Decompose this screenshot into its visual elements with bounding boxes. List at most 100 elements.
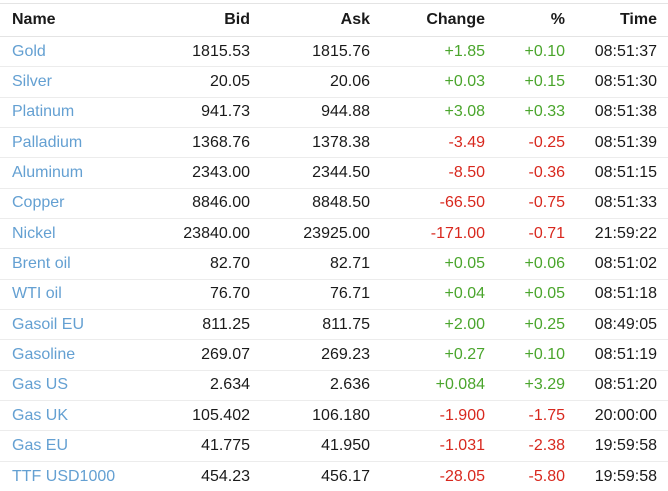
column-header-ask: Ask (261, 3, 381, 37)
quote-time: 08:51:02 (576, 248, 668, 280)
change-value: +0.05 (381, 248, 496, 280)
header-row: Name Bid Ask Change % Time (0, 3, 668, 37)
instrument-name-link[interactable]: Aluminum (0, 157, 130, 189)
ask-value: 106.180 (261, 399, 381, 431)
ask-value: 23925.00 (261, 217, 381, 249)
bid-value: 105.402 (130, 399, 261, 431)
instrument-name-link[interactable]: Gas US (0, 369, 130, 401)
quote-time: 08:51:19 (576, 339, 668, 371)
quote-time: 08:51:38 (576, 96, 668, 128)
ask-value: 1815.76 (312, 42, 370, 60)
change-value: -8.50 (381, 157, 496, 189)
table-row[interactable]: WTI oil 76.70 76.71 +0.04 +0.05 08:51:18 (0, 278, 668, 310)
percent-change-value: +0.25 (496, 308, 576, 340)
change-value: -66.50 (381, 187, 496, 219)
table-row[interactable]: Gold 1815.53 1815.76 +1.85 +0.10 08:51:3… (0, 37, 668, 67)
instrument-name-link[interactable]: Gold (12, 42, 46, 60)
instrument-name-link[interactable]: Gasoil EU (0, 308, 130, 340)
bid-value: 811.25 (130, 308, 261, 340)
instrument-name-link[interactable]: Copper (0, 187, 130, 219)
change-value: +0.03 (381, 66, 496, 98)
quotes-table-body: Gold 1815.53 1815.76 +1.85 +0.10 08:51:3… (0, 37, 668, 491)
percent-change-value: +3.29 (496, 369, 576, 401)
quote-time: 08:51:15 (576, 157, 668, 189)
instrument-name-link[interactable]: Silver (0, 66, 130, 98)
table-row[interactable]: Silver 20.05 20.06 +0.03 +0.15 08:51:30 (0, 66, 668, 98)
table-row[interactable]: Gas UK 105.402 106.180 -1.900 -1.75 20:0… (0, 399, 668, 431)
instrument-name-link[interactable]: WTI oil (0, 278, 130, 310)
ask-value: 76.71 (261, 278, 381, 310)
percent-change-value: +0.10 (496, 339, 576, 371)
quote-time: 19:59:58 (576, 430, 668, 462)
change-value: +3.08 (381, 96, 496, 128)
column-header-name: Name (0, 3, 130, 37)
commodities-quotes-widget: Name Bid Ask Change % Time Gold 1815.53 … (0, 3, 668, 491)
instrument-name-link[interactable]: Gasoline (0, 339, 130, 371)
instrument-name-link[interactable]: Palladium (0, 126, 130, 158)
column-header-pct: % (496, 3, 576, 37)
instrument-name-link[interactable]: Nickel (0, 217, 130, 249)
quote-time: 08:51:18 (576, 278, 668, 310)
bid-value: 2.634 (130, 369, 261, 401)
percent-change-value: -2.38 (496, 430, 576, 462)
instrument-name-link[interactable]: Gas UK (0, 399, 130, 431)
ask-value: 1378.38 (261, 126, 381, 158)
quote-time: 19:59:58 (576, 460, 668, 491)
percent-change-value: -0.71 (496, 217, 576, 249)
quote-time: 20:00:00 (576, 399, 668, 431)
ask-value: 2344.50 (261, 157, 381, 189)
quote-time: 08:51:30 (576, 66, 668, 98)
quote-time: 08:51:33 (576, 187, 668, 219)
table-row[interactable]: Aluminum 2343.00 2344.50 -8.50 -0.36 08:… (0, 157, 668, 189)
change-value: +2.00 (381, 308, 496, 340)
percent-change-value: -0.36 (496, 157, 576, 189)
table-row[interactable]: Palladium 1368.76 1378.38 -3.49 -0.25 08… (0, 126, 668, 158)
quote-time: 08:51:37 (594, 42, 657, 60)
table-row[interactable]: Gasoline 269.07 269.23 +0.27 +0.10 08:51… (0, 339, 668, 371)
bid-value: 941.73 (130, 96, 261, 128)
change-value: +0.04 (381, 278, 496, 310)
instrument-name-link[interactable]: Platinum (0, 96, 130, 128)
column-header-time: Time (576, 3, 668, 37)
ask-value: 82.71 (261, 248, 381, 280)
percent-change-value: -5.80 (496, 460, 576, 491)
bid-value: 8846.00 (130, 187, 261, 219)
percent-change-value: +0.06 (496, 248, 576, 280)
ask-value: 41.950 (261, 430, 381, 462)
ask-value: 944.88 (261, 96, 381, 128)
change-value: -1.031 (381, 430, 496, 462)
percent-change-value: -0.75 (496, 187, 576, 219)
ask-value: 20.06 (261, 66, 381, 98)
ask-value: 811.75 (261, 308, 381, 340)
table-row[interactable]: Gasoil EU 811.25 811.75 +2.00 +0.25 08:4… (0, 308, 668, 340)
quote-time: 21:59:22 (576, 217, 668, 249)
table-row[interactable]: Gas EU 41.775 41.950 -1.031 -2.38 19:59:… (0, 430, 668, 462)
instrument-name-link[interactable]: Gas EU (0, 430, 130, 462)
instrument-name-link[interactable]: Brent oil (0, 248, 130, 280)
quotes-table: Name Bid Ask Change % Time Gold 1815.53 … (0, 3, 668, 491)
percent-change-value: +0.05 (496, 278, 576, 310)
column-header-change: Change (381, 3, 496, 37)
table-row[interactable]: Gas US 2.634 2.636 +0.084 +3.29 08:51:20 (0, 369, 668, 401)
table-row[interactable]: Copper 8846.00 8848.50 -66.50 -0.75 08:5… (0, 187, 668, 219)
quotes-table-header: Name Bid Ask Change % Time (0, 3, 668, 37)
ask-value: 8848.50 (261, 187, 381, 219)
bid-value: 20.05 (130, 66, 261, 98)
ask-value: 456.17 (261, 460, 381, 491)
change-value: -3.49 (381, 126, 496, 158)
table-row[interactable]: Nickel 23840.00 23925.00 -171.00 -0.71 2… (0, 217, 668, 249)
ask-value: 2.636 (261, 369, 381, 401)
instrument-name-link[interactable]: TTF USD1000 (0, 460, 130, 491)
bid-value: 1368.76 (130, 126, 261, 158)
table-row[interactable]: Brent oil 82.70 82.71 +0.05 +0.06 08:51:… (0, 248, 668, 280)
bid-value: 269.07 (130, 339, 261, 371)
quote-time: 08:49:05 (576, 308, 668, 340)
bid-value: 82.70 (130, 248, 261, 280)
table-row[interactable]: TTF USD1000 454.23 456.17 -28.05 -5.80 1… (0, 460, 668, 491)
table-row[interactable]: Platinum 941.73 944.88 +3.08 +0.33 08:51… (0, 96, 668, 128)
percent-change-value: +0.15 (496, 66, 576, 98)
change-value: +1.85 (444, 42, 485, 60)
bid-value: 2343.00 (130, 157, 261, 189)
quote-time: 08:51:39 (576, 126, 668, 158)
bid-value: 41.775 (130, 430, 261, 462)
